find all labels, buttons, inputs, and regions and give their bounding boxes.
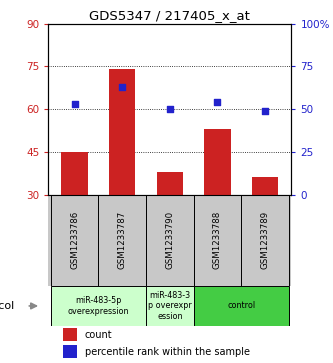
Bar <box>157 172 183 195</box>
Bar <box>241 195 289 286</box>
Bar <box>98 195 146 286</box>
Point <box>262 108 268 114</box>
Text: GSM1233790: GSM1233790 <box>165 211 174 269</box>
Bar <box>61 152 88 195</box>
Point <box>120 84 125 90</box>
Text: miR-483-5p
overexpression: miR-483-5p overexpression <box>68 296 129 316</box>
Bar <box>63 328 78 341</box>
Text: GSM1233789: GSM1233789 <box>261 211 270 269</box>
Bar <box>146 195 194 286</box>
Bar <box>204 129 230 195</box>
Bar <box>51 286 146 326</box>
Text: GSM1233788: GSM1233788 <box>213 211 222 269</box>
Point <box>167 106 172 112</box>
Text: control: control <box>227 301 255 310</box>
Bar <box>194 195 241 286</box>
Bar <box>109 69 135 195</box>
Text: protocol: protocol <box>0 301 14 311</box>
Bar <box>51 195 98 286</box>
Bar <box>194 286 289 326</box>
Text: count: count <box>85 330 112 340</box>
Bar <box>252 178 278 195</box>
Text: GSM1233787: GSM1233787 <box>118 211 127 269</box>
Text: miR-483-3
p overexpr
ession: miR-483-3 p overexpr ession <box>148 291 192 321</box>
Point <box>72 101 77 107</box>
Bar <box>63 345 78 358</box>
Title: GDS5347 / 217405_x_at: GDS5347 / 217405_x_at <box>89 9 250 23</box>
Text: percentile rank within the sample: percentile rank within the sample <box>85 347 250 356</box>
Bar <box>146 286 194 326</box>
Text: GSM1233786: GSM1233786 <box>70 211 79 269</box>
Point <box>215 99 220 105</box>
